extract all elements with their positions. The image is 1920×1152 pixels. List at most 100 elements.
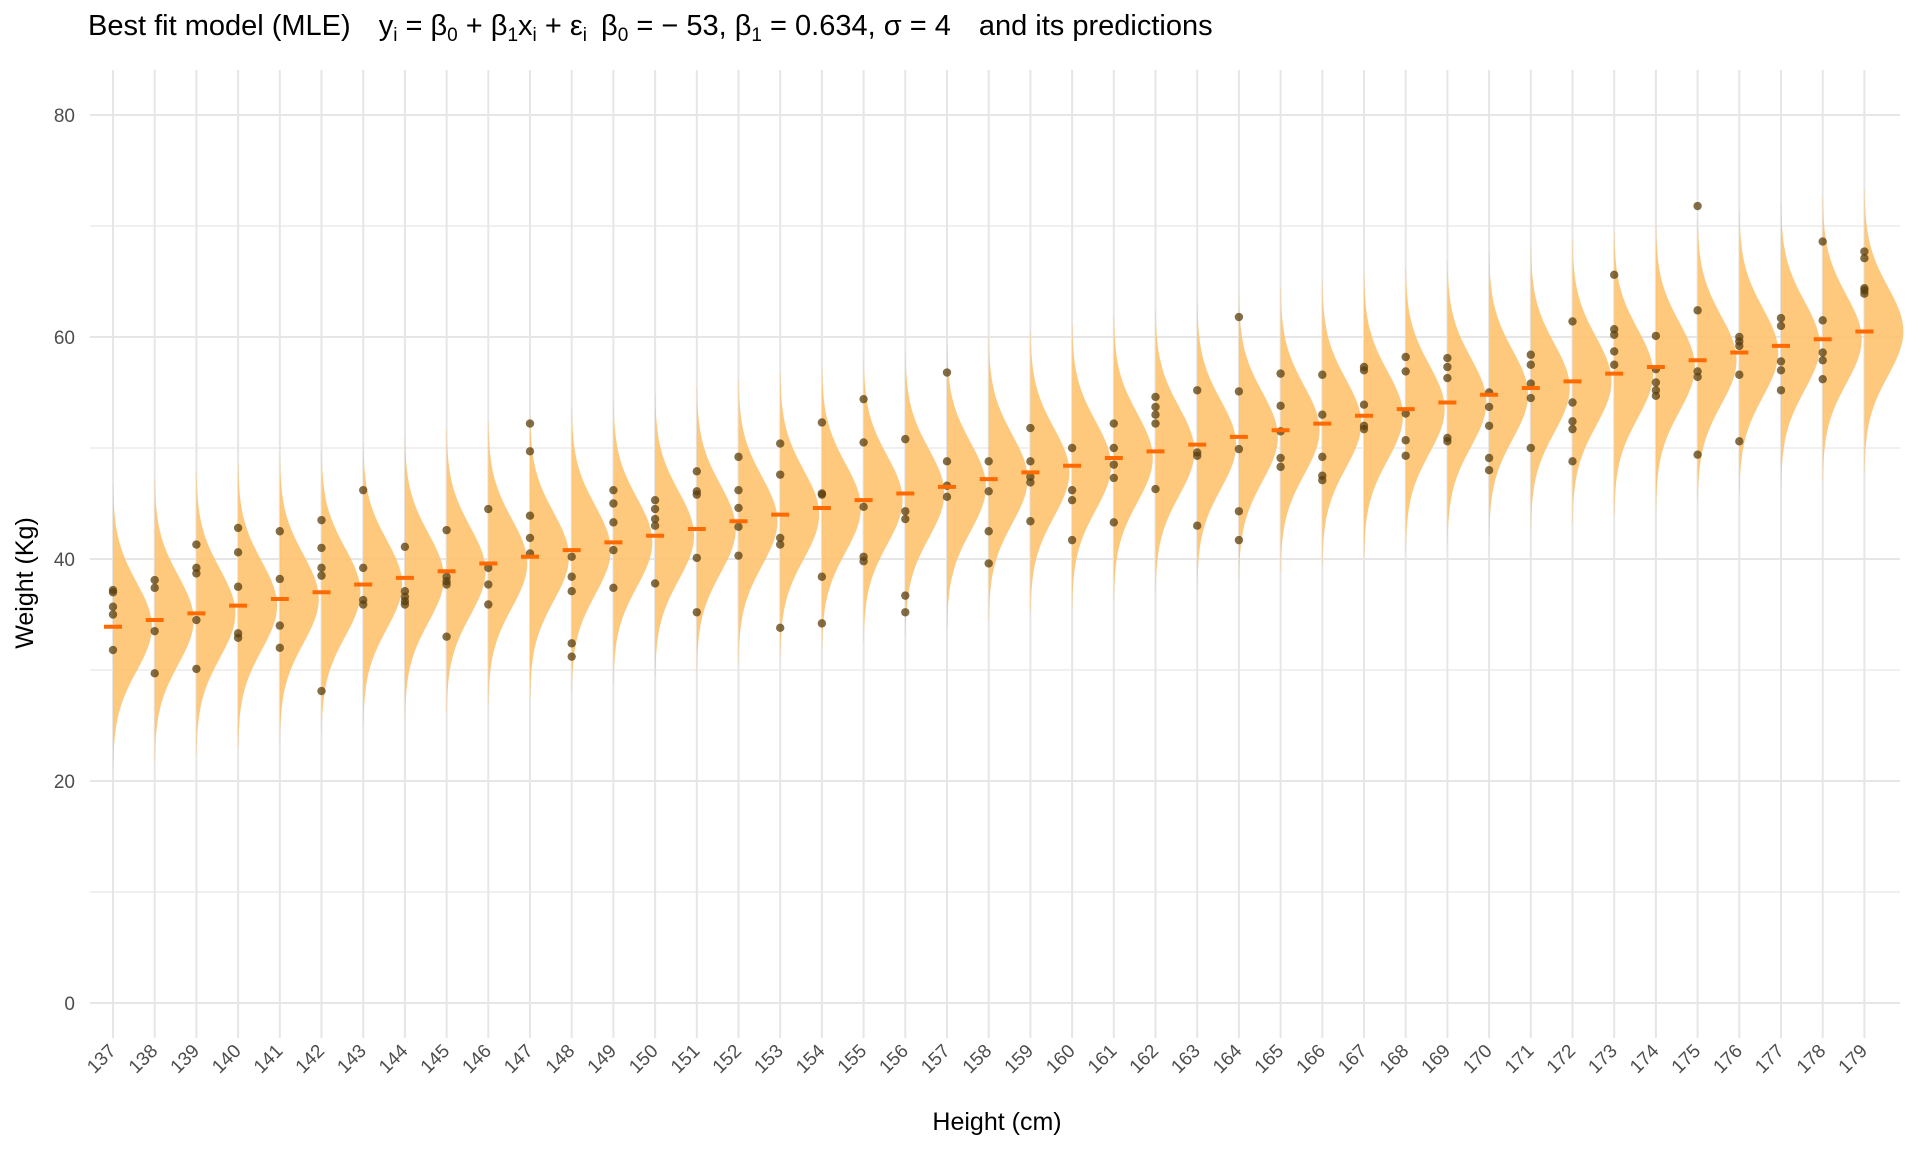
observation-point bbox=[1109, 460, 1119, 469]
title-beta1: β1 = 0.634, bbox=[734, 10, 876, 46]
observation-point bbox=[776, 540, 785, 549]
observation-point bbox=[776, 439, 785, 448]
observation-point bbox=[734, 452, 743, 462]
observation-point bbox=[1484, 402, 1494, 412]
observation-point bbox=[1193, 451, 1202, 460]
observation-point bbox=[1735, 341, 1744, 351]
density-curve bbox=[321, 450, 361, 735]
x-tick-label: 137 bbox=[83, 1041, 120, 1078]
observation-point bbox=[1318, 370, 1327, 379]
observation-point bbox=[1568, 317, 1577, 326]
observation-point bbox=[1151, 402, 1160, 412]
observation-point bbox=[734, 485, 743, 495]
observation-point bbox=[1526, 379, 1536, 388]
observation-point bbox=[817, 619, 827, 628]
observation-point bbox=[525, 511, 535, 520]
observation-point bbox=[1193, 386, 1202, 395]
x-tick-label: 160 bbox=[1042, 1041, 1079, 1078]
x-tick-label: 156 bbox=[876, 1041, 913, 1078]
density-curve bbox=[571, 408, 611, 693]
observation-point bbox=[442, 580, 451, 589]
observation-point bbox=[650, 521, 660, 530]
observation-point bbox=[692, 467, 701, 476]
x-tick-label: 161 bbox=[1084, 1041, 1121, 1078]
observation-point bbox=[317, 515, 326, 525]
observation-point bbox=[525, 447, 535, 456]
x-tick-label: 150 bbox=[625, 1041, 662, 1078]
observation-point bbox=[1526, 393, 1536, 403]
observation-point bbox=[442, 632, 451, 641]
observation-point bbox=[650, 504, 660, 514]
observation-point bbox=[1359, 400, 1369, 409]
title-suffix: and its predictions bbox=[978, 10, 1213, 42]
x-tick-label: 167 bbox=[1334, 1041, 1371, 1078]
observation-point bbox=[1610, 270, 1619, 280]
density-curve bbox=[238, 463, 278, 748]
observation-point bbox=[1026, 478, 1035, 487]
x-tick-label: 172 bbox=[1543, 1041, 1580, 1078]
density-curve bbox=[1864, 189, 1904, 474]
observation-point bbox=[1735, 437, 1744, 446]
observation-point bbox=[192, 540, 201, 549]
observation-point bbox=[233, 548, 243, 557]
observation-point bbox=[1109, 443, 1119, 453]
observation-point bbox=[442, 525, 451, 535]
observation-point bbox=[1526, 350, 1536, 359]
observation-point bbox=[1067, 485, 1077, 495]
title-equation: yi = β0 + β1xi + εi bbox=[378, 10, 587, 46]
observation-point bbox=[1735, 370, 1744, 379]
observation-point bbox=[1776, 386, 1786, 395]
x-tick-label: 145 bbox=[417, 1041, 454, 1078]
observation-point bbox=[1818, 237, 1827, 246]
density-curve bbox=[1322, 281, 1362, 566]
observation-point bbox=[984, 487, 993, 496]
observation-point bbox=[734, 522, 743, 532]
observation-point bbox=[359, 600, 368, 609]
observation-point bbox=[1776, 366, 1786, 375]
observation-point bbox=[984, 457, 993, 466]
observation-point bbox=[901, 608, 910, 617]
observation-point bbox=[942, 492, 952, 502]
observation-point bbox=[817, 418, 827, 427]
density-curve bbox=[1572, 239, 1612, 524]
observation-point bbox=[233, 523, 243, 533]
observation-point bbox=[1443, 373, 1452, 383]
observation-point bbox=[901, 591, 910, 600]
observation-point bbox=[1318, 475, 1327, 485]
density-curve bbox=[1280, 288, 1320, 573]
x-axis-ticks: 137 138 139 140 141 142 143 144 145 146 147 148 149 1… bbox=[83, 1040, 1872, 1078]
x-tick-label: 146 bbox=[459, 1041, 496, 1078]
y-tick-label: 80 bbox=[54, 106, 75, 127]
observation-point bbox=[359, 485, 368, 495]
observation-point bbox=[692, 490, 701, 499]
density-curve bbox=[696, 386, 736, 672]
observation-point bbox=[776, 533, 785, 543]
x-tick-label: 179 bbox=[1835, 1041, 1872, 1078]
observation-point bbox=[1109, 518, 1119, 527]
observation-point bbox=[734, 551, 743, 560]
observation-point bbox=[567, 652, 576, 661]
observation-point bbox=[1484, 453, 1494, 463]
observation-point bbox=[1860, 247, 1869, 256]
observation-point bbox=[901, 514, 910, 524]
observation-point bbox=[650, 495, 660, 505]
observation-point bbox=[1526, 360, 1536, 369]
observation-point bbox=[1067, 443, 1077, 453]
observation-point bbox=[1026, 457, 1035, 466]
observation-point bbox=[1109, 473, 1119, 483]
density-curve bbox=[1530, 245, 1570, 531]
x-tick-label: 142 bbox=[292, 1041, 329, 1078]
x-tick-label: 169 bbox=[1418, 1041, 1455, 1078]
observation-point bbox=[1651, 378, 1661, 387]
x-tick-label: 144 bbox=[375, 1040, 413, 1078]
title-sigma: σ = 4 bbox=[883, 10, 951, 42]
observation-point bbox=[400, 600, 410, 609]
observation-point bbox=[150, 583, 159, 593]
density-curve bbox=[1030, 330, 1070, 615]
x-tick-label: 151 bbox=[667, 1041, 704, 1078]
y-tick-label: 60 bbox=[54, 328, 75, 349]
observation-point bbox=[484, 600, 493, 609]
observation-point bbox=[1443, 353, 1452, 363]
density-curve bbox=[1697, 218, 1737, 503]
